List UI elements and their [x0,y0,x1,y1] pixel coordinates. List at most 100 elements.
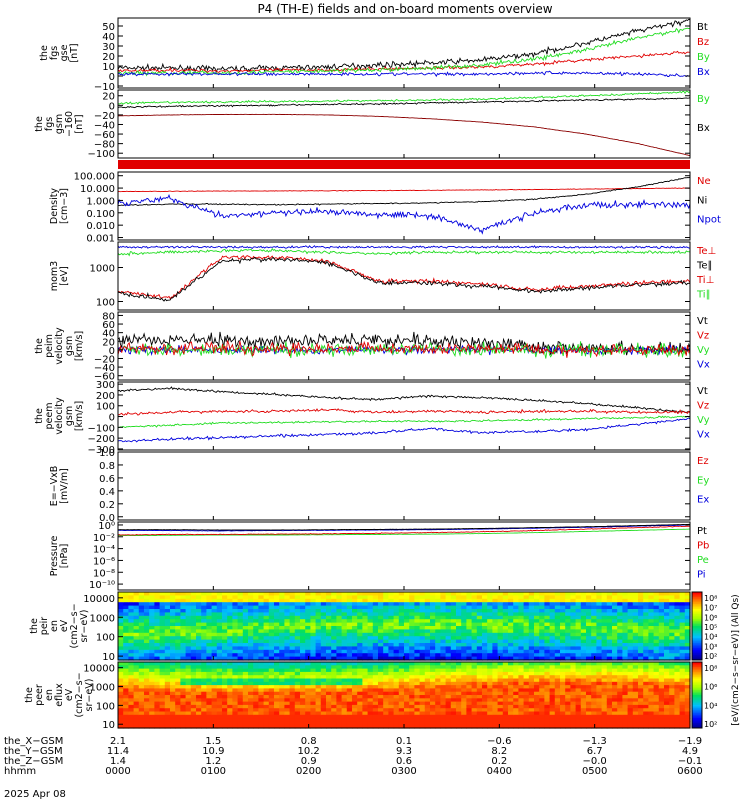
heatmap-cell-peir_en [367,629,374,634]
heatmap-cell-peir_en [274,619,280,624]
heatmap-cell-peir_en [612,595,618,600]
heatmap-cell-peir_en [544,626,551,630]
heatmap-cell-peer_en [565,698,571,703]
heatmap-cell-peir_en [658,632,665,637]
heatmap-cell-peir_en [159,656,166,661]
heatmap-cell-peir_en [627,629,634,634]
heatmap-cell-peir_en [138,653,145,658]
heatmap-cell-peir_en [320,656,327,661]
heatmap-cell-peer_en [258,691,265,696]
heatmap-cell-peer_en [175,711,181,716]
heatmap-cell-peer_en [128,711,135,716]
ytick-label-density: 0.100 [86,209,115,220]
heatmap-cell-peer_en [632,695,639,699]
heatmap-cell-peir_en [482,605,488,610]
heatmap-cell-peer_en [310,678,317,683]
heatmap-cell-peer_en [632,685,639,689]
heatmap-cell-peer_en [242,668,249,673]
heatmap-cell-peir_en [497,656,504,661]
heatmap-cell-peir_en [523,598,530,603]
heatmap-cell-peer_en [305,704,311,709]
heatmap-cell-peer_en [237,718,244,722]
heatmap-cell-peer_en [196,698,202,703]
heatmap-cell-peer_en [638,671,644,676]
heatmap-cell-peer_en [596,704,603,709]
heatmap-cell-peer_en [268,718,275,722]
heatmap-cell-peer_en [482,675,488,680]
heatmap-cell-peir_en [159,609,166,613]
heatmap-cell-peer_en [424,698,431,703]
heatmap-cell-peer_en [669,714,675,719]
heatmap-cell-peer_en [456,665,462,670]
heatmap-cell-peir_en [336,643,343,647]
heatmap-cell-peir_en [372,653,379,658]
heatmap-cell-peir_en [523,602,530,607]
heatmap-cell-peer_en [310,671,317,676]
ytick-label-fgs_gsm: 20 [102,92,115,103]
heatmap-cell-peer_en [331,708,337,713]
heatmap-cell-peir_en [461,615,467,620]
heatmap-cell-peer_en [144,668,150,673]
heatmap-cell-peer_en [341,718,348,722]
heatmap-cell-peer_en [539,665,545,670]
heatmap-cell-peer_en [508,668,514,673]
heatmap-cell-peer_en [497,711,504,716]
heatmap-cell-peir_en [211,602,218,607]
series-line-fgs_gsm-Bz [117,113,691,157]
heatmap-cell-peir_en [274,609,280,613]
heatmap-cell-peer_en [596,688,603,693]
heatmap-cell-peir_en [580,646,587,651]
heatmap-cell-peer_en [591,701,597,706]
heatmap-cell-peer_en [528,714,535,719]
heatmap-cell-peer_en [523,718,530,722]
heatmap-cell-peir_en [440,602,447,607]
heatmap-cell-peir_en [185,646,192,651]
heatmap-cell-peir_en [346,622,353,627]
heatmap-cell-peir_en [658,653,665,658]
heatmap-cell-peir_en [331,656,337,661]
heatmap-cell-peir_en [211,609,218,613]
heatmap-cell-peir_en [279,639,285,644]
heatmap-cell-peer_en [154,691,161,696]
heatmap-cell-peir_en [539,615,545,620]
heatmap-cell-peer_en [315,698,322,703]
heatmap-cell-peer_en [435,688,441,693]
heatmap-cell-peer_en [118,711,124,716]
colorbar-cell-peer_en [692,665,702,668]
heatmap-cell-peir_en [232,643,239,647]
heatmap-cell-peir_en [643,643,649,647]
heatmap-cell-peir_en [445,598,452,603]
heatmap-cell-peer_en [196,714,202,719]
heatmap-cell-peir_en [300,612,306,617]
heatmap-cell-peir_en [133,595,140,600]
heatmap-cell-peer_en [430,678,436,683]
heatmap-cell-peir_en [440,636,447,641]
heatmap-cell-peir_en [305,622,311,627]
heatmap-cell-peer_en [601,681,608,686]
heatmap-cell-peer_en [237,704,244,709]
heatmap-cell-peer_en [398,685,405,689]
ytick-label-fgs_gse: 10 [102,62,115,73]
heatmap-cell-peer_en [123,711,129,716]
heatmap-cell-peir_en [352,653,358,658]
heatmap-cell-peer_en [617,691,623,696]
heatmap-cell-peir_en [388,649,395,654]
heatmap-cell-peir_en [242,619,249,624]
heatmap-cell-peer_en [674,675,681,680]
heatmap-cell-peer_en [440,721,447,726]
heatmap-cell-peir_en [341,619,348,624]
heatmap-cell-peir_en [326,612,332,617]
heatmap-cell-peir_en [170,592,176,596]
heatmap-cell-peir_en [404,649,410,654]
ylabel-line: the [39,45,50,61]
series-line-temperature-Ti∥ [117,247,691,257]
heatmap-cell-peer_en [450,704,457,709]
heatmap-cell-peer_en [596,724,603,729]
heatmap-cell-peer_en [627,662,634,666]
heatmap-cell-peir_en [560,639,566,644]
colorbar-cell-peir_en [692,656,702,659]
heatmap-cell-peir_en [211,653,218,658]
heatmap-cell-peir_en [367,656,374,661]
heatmap-cell-peir_en [549,615,556,620]
heatmap-cell-peir_en [508,609,514,613]
